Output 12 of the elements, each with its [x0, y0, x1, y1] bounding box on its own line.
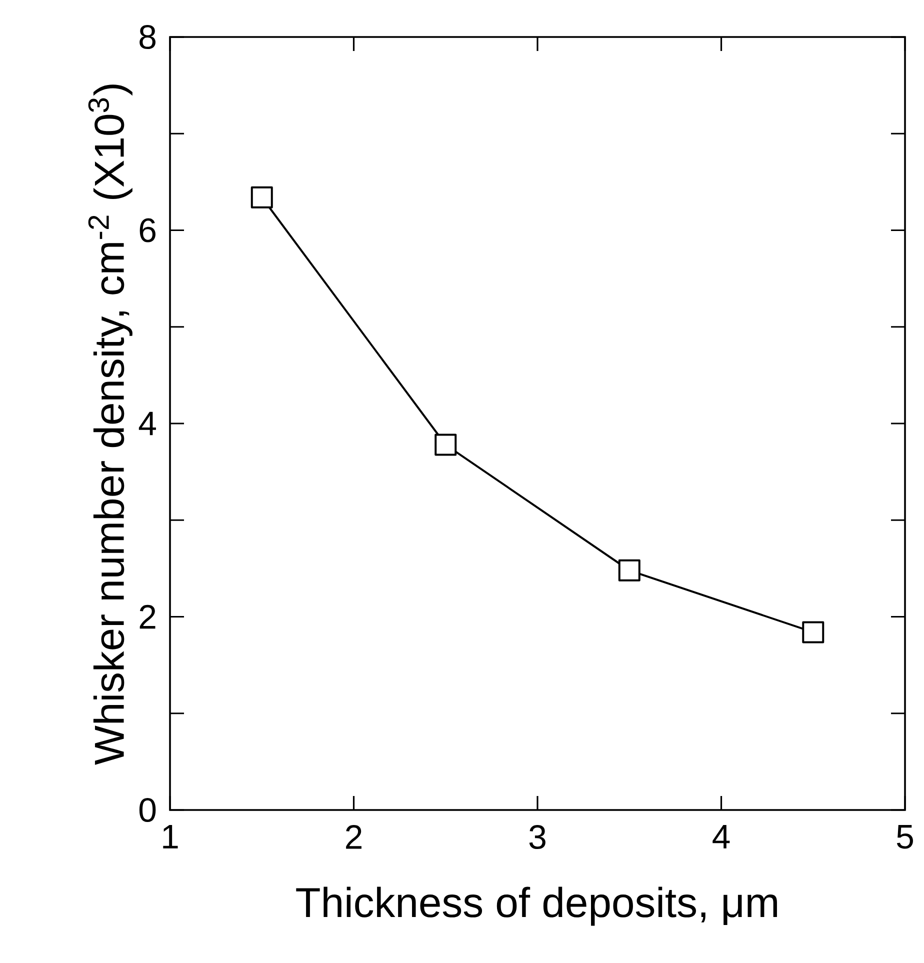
x-tick-label: 5 [896, 825, 913, 849]
y-tick-label: 0 [139, 798, 156, 822]
y-axis-title: Whisker number density, cm$^{-2}$ (X10$^{3}$) [88, 84, 132, 765]
x-axis-title: Thickness of deposits, μm [296, 886, 777, 926]
x-tick-label: 1 [163, 825, 178, 848]
y-tick-label: 2 [140, 604, 156, 629]
y-tick-label: 6 [140, 218, 156, 242]
y-tick-label: 8 [140, 25, 156, 50]
y-tick-label: 4 [138, 412, 156, 436]
x-tick-label: 4 [712, 825, 730, 848]
x-tick-label: 3 [529, 825, 546, 850]
x-tick-label: 2 [346, 825, 362, 849]
